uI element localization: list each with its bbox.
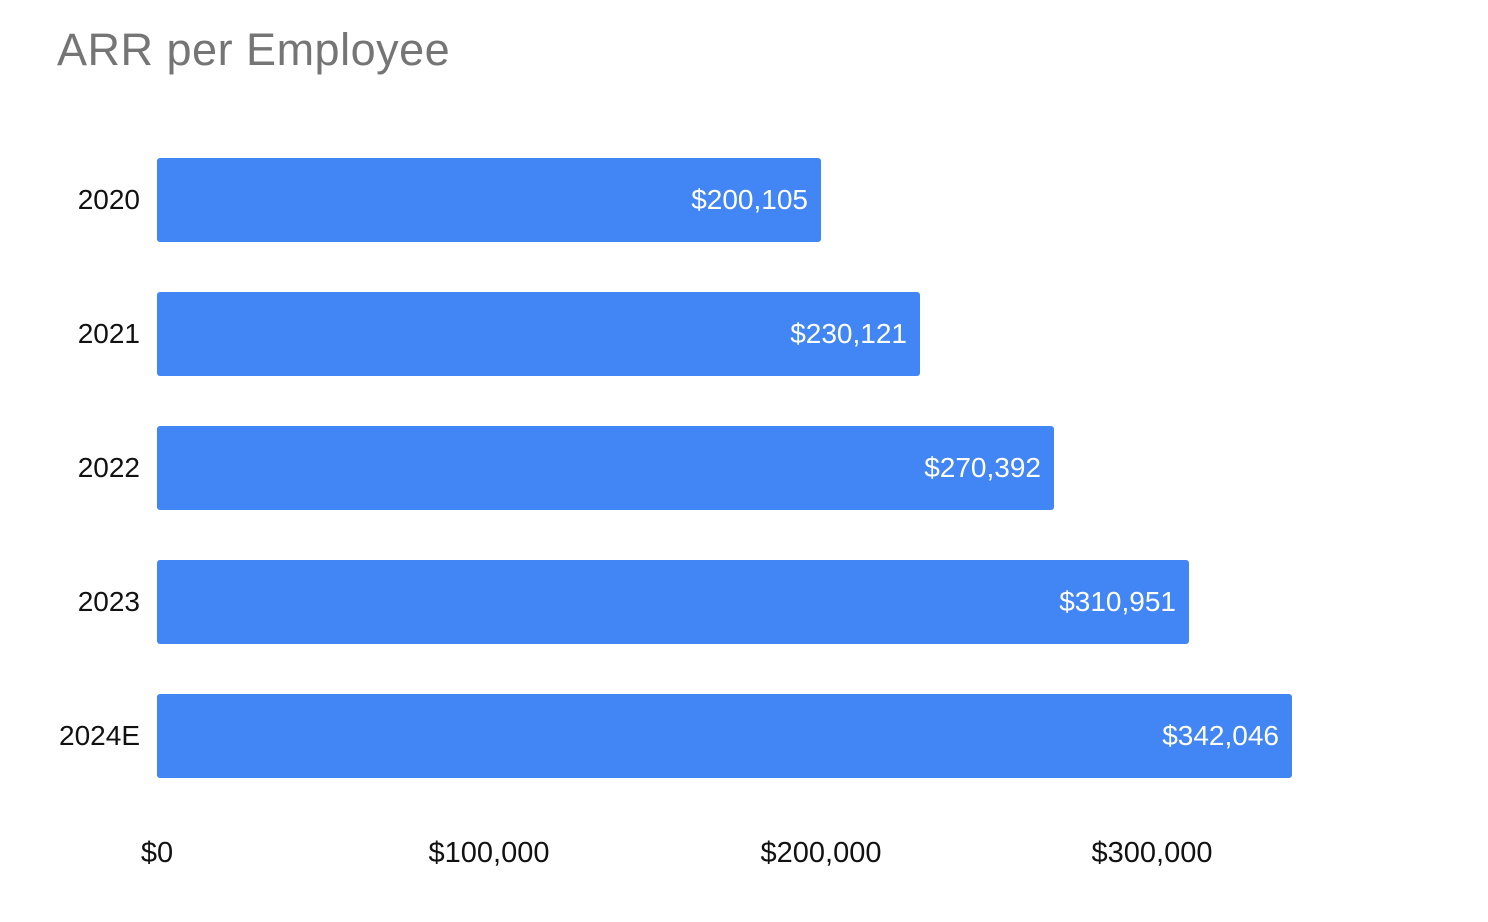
y-axis: 2020 2021 2022 2023 2024E [0,133,140,804]
x-axis-tick-label: $200,000 [760,837,882,869]
bar-2021[interactable]: $230,121 [157,292,920,376]
y-axis-label-2023: 2023 [77,586,140,617]
chart-title: ARR per Employee [57,24,451,75]
y-axis-label-2024e: 2024E [59,720,140,751]
y-axis-label-2020: 2020 [77,184,140,215]
bar-2022[interactable]: $270,392 [157,426,1054,510]
bar-2023[interactable]: $310,951 [157,560,1189,644]
plot-area: $200,105 $230,121 $270,392 $310,951 $342,046 [157,133,1484,804]
bar-value-label: $200,105 [691,184,808,215]
x-axis-tick-label: $100,000 [428,837,550,869]
bar-value-label: $310,951 [1059,586,1176,617]
bar-2024e[interactable]: $342,046 [157,694,1292,778]
y-axis-label-2021: 2021 [77,318,140,349]
bar-value-label: $270,392 [924,452,1041,483]
x-axis-tick-label: $0 [140,837,174,869]
bar-2020[interactable]: $200,105 [157,158,821,242]
x-axis-tick-label: $300,000 [1091,837,1213,869]
x-axis: $0 $100,000 $200,000 $300,000 [141,837,1484,873]
bar-value-label: $342,046 [1162,720,1279,751]
bar-value-label: $230,121 [790,318,907,349]
y-axis-label-2022: 2022 [77,452,140,483]
